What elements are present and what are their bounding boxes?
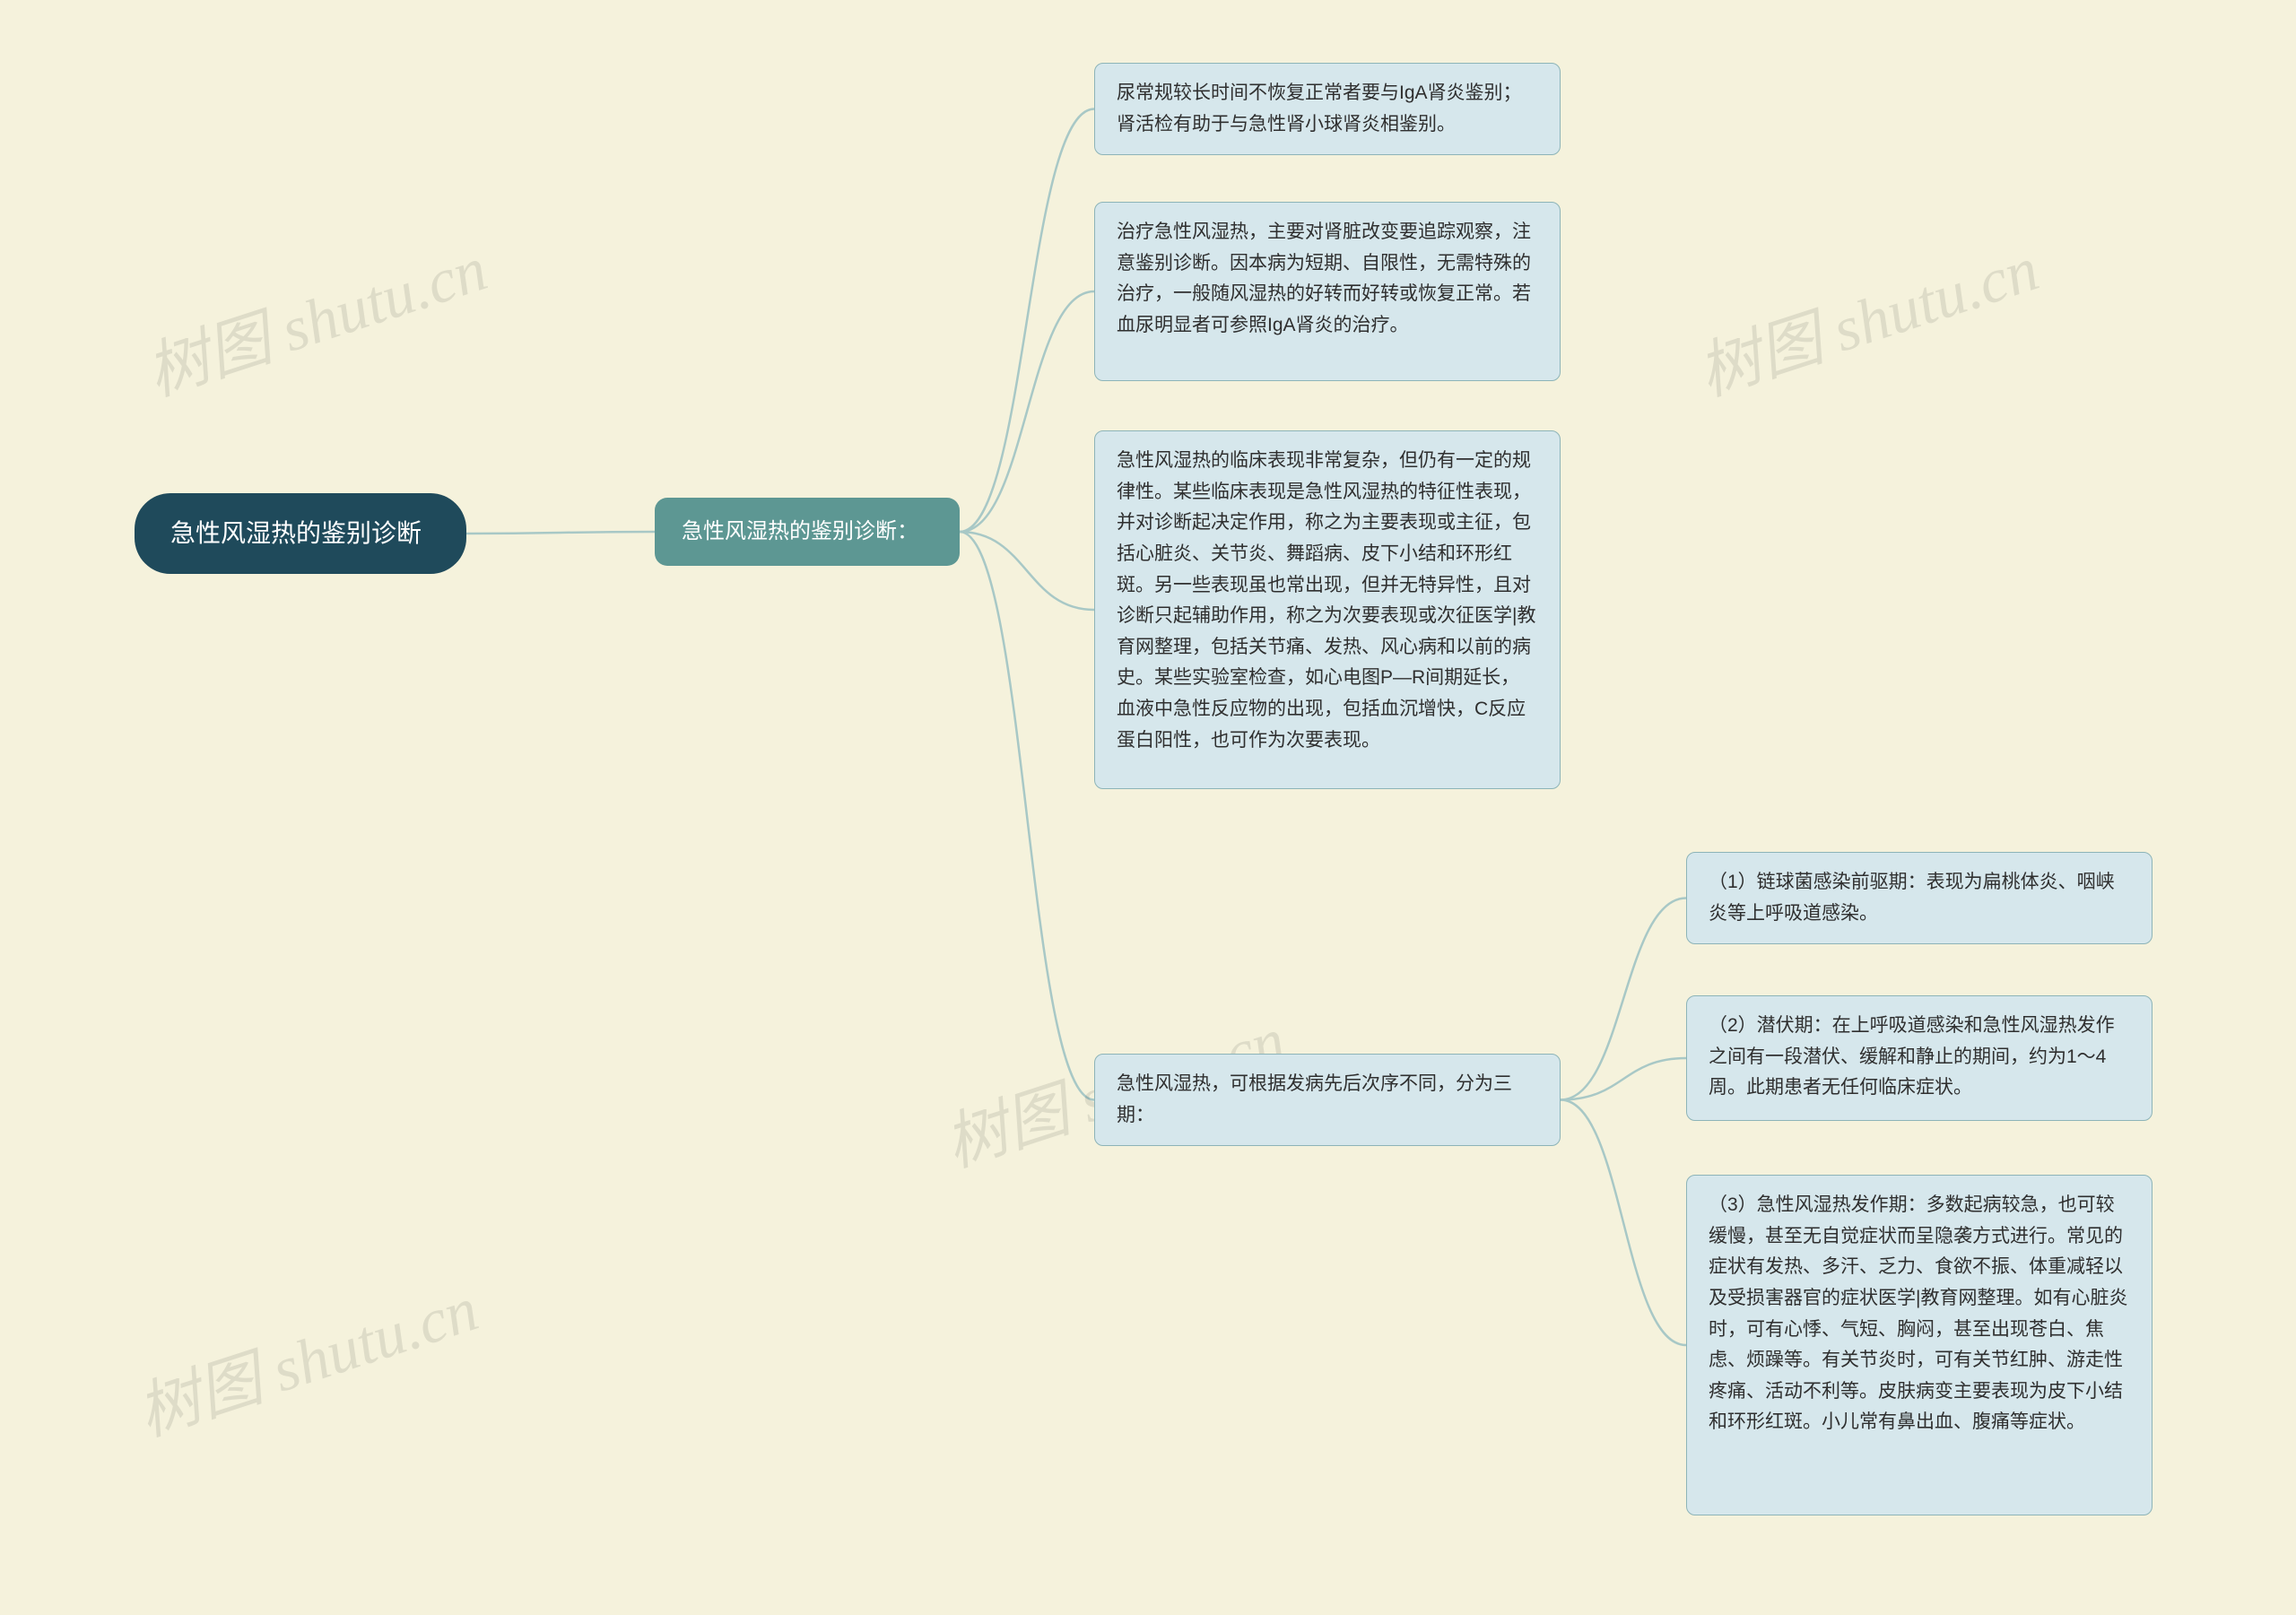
node-sub[interactable]: 急性风湿热的鉴别诊断：: [655, 498, 960, 566]
node-c1[interactable]: 尿常规较长时间不恢复正常者要与IgA肾炎鉴别；肾活检有助于与急性肾小球肾炎相鉴别…: [1094, 63, 1561, 155]
watermark: 树图 shutu.cn: [134, 219, 497, 413]
connector: [960, 532, 1094, 610]
mindmap-canvas: 树图 shutu.cn树图 shutu.cn树图 shutu.cn树图 shut…: [0, 0, 2296, 1615]
connector: [960, 532, 1094, 1100]
node-d1[interactable]: （1）链球菌感染前驱期：表现为扁桃体炎、咽峡炎等上呼吸道感染。: [1686, 852, 2152, 944]
node-c3[interactable]: 急性风湿热的临床表现非常复杂，但仍有一定的规律性。某些临床表现是急性风湿热的特征…: [1094, 430, 1561, 789]
connector: [1561, 899, 1686, 1100]
watermark: 树图 shutu.cn: [125, 1259, 488, 1454]
node-root[interactable]: 急性风湿热的鉴别诊断: [135, 493, 466, 574]
connector: [1561, 1100, 1686, 1346]
connector: [466, 532, 655, 534]
node-c4[interactable]: 急性风湿热，可根据发病先后次序不同，分为三期：: [1094, 1054, 1561, 1146]
watermark: 树图 shutu.cn: [1685, 219, 2048, 413]
node-c2[interactable]: 治疗急性风湿热，主要对肾脏改变要追踪观察，注意鉴别诊断。因本病为短期、自限性，无…: [1094, 202, 1561, 381]
connector: [960, 291, 1094, 532]
node-d3[interactable]: （3）急性风湿热发作期：多数起病较急，也可较缓慢，甚至无自觉症状而呈隐袭方式进行…: [1686, 1175, 2152, 1515]
node-d2[interactable]: （2）潜伏期：在上呼吸道感染和急性风湿热发作之间有一段潜伏、缓解和静止的期间，约…: [1686, 995, 2152, 1121]
connector: [1561, 1058, 1686, 1100]
connector: [960, 109, 1094, 533]
